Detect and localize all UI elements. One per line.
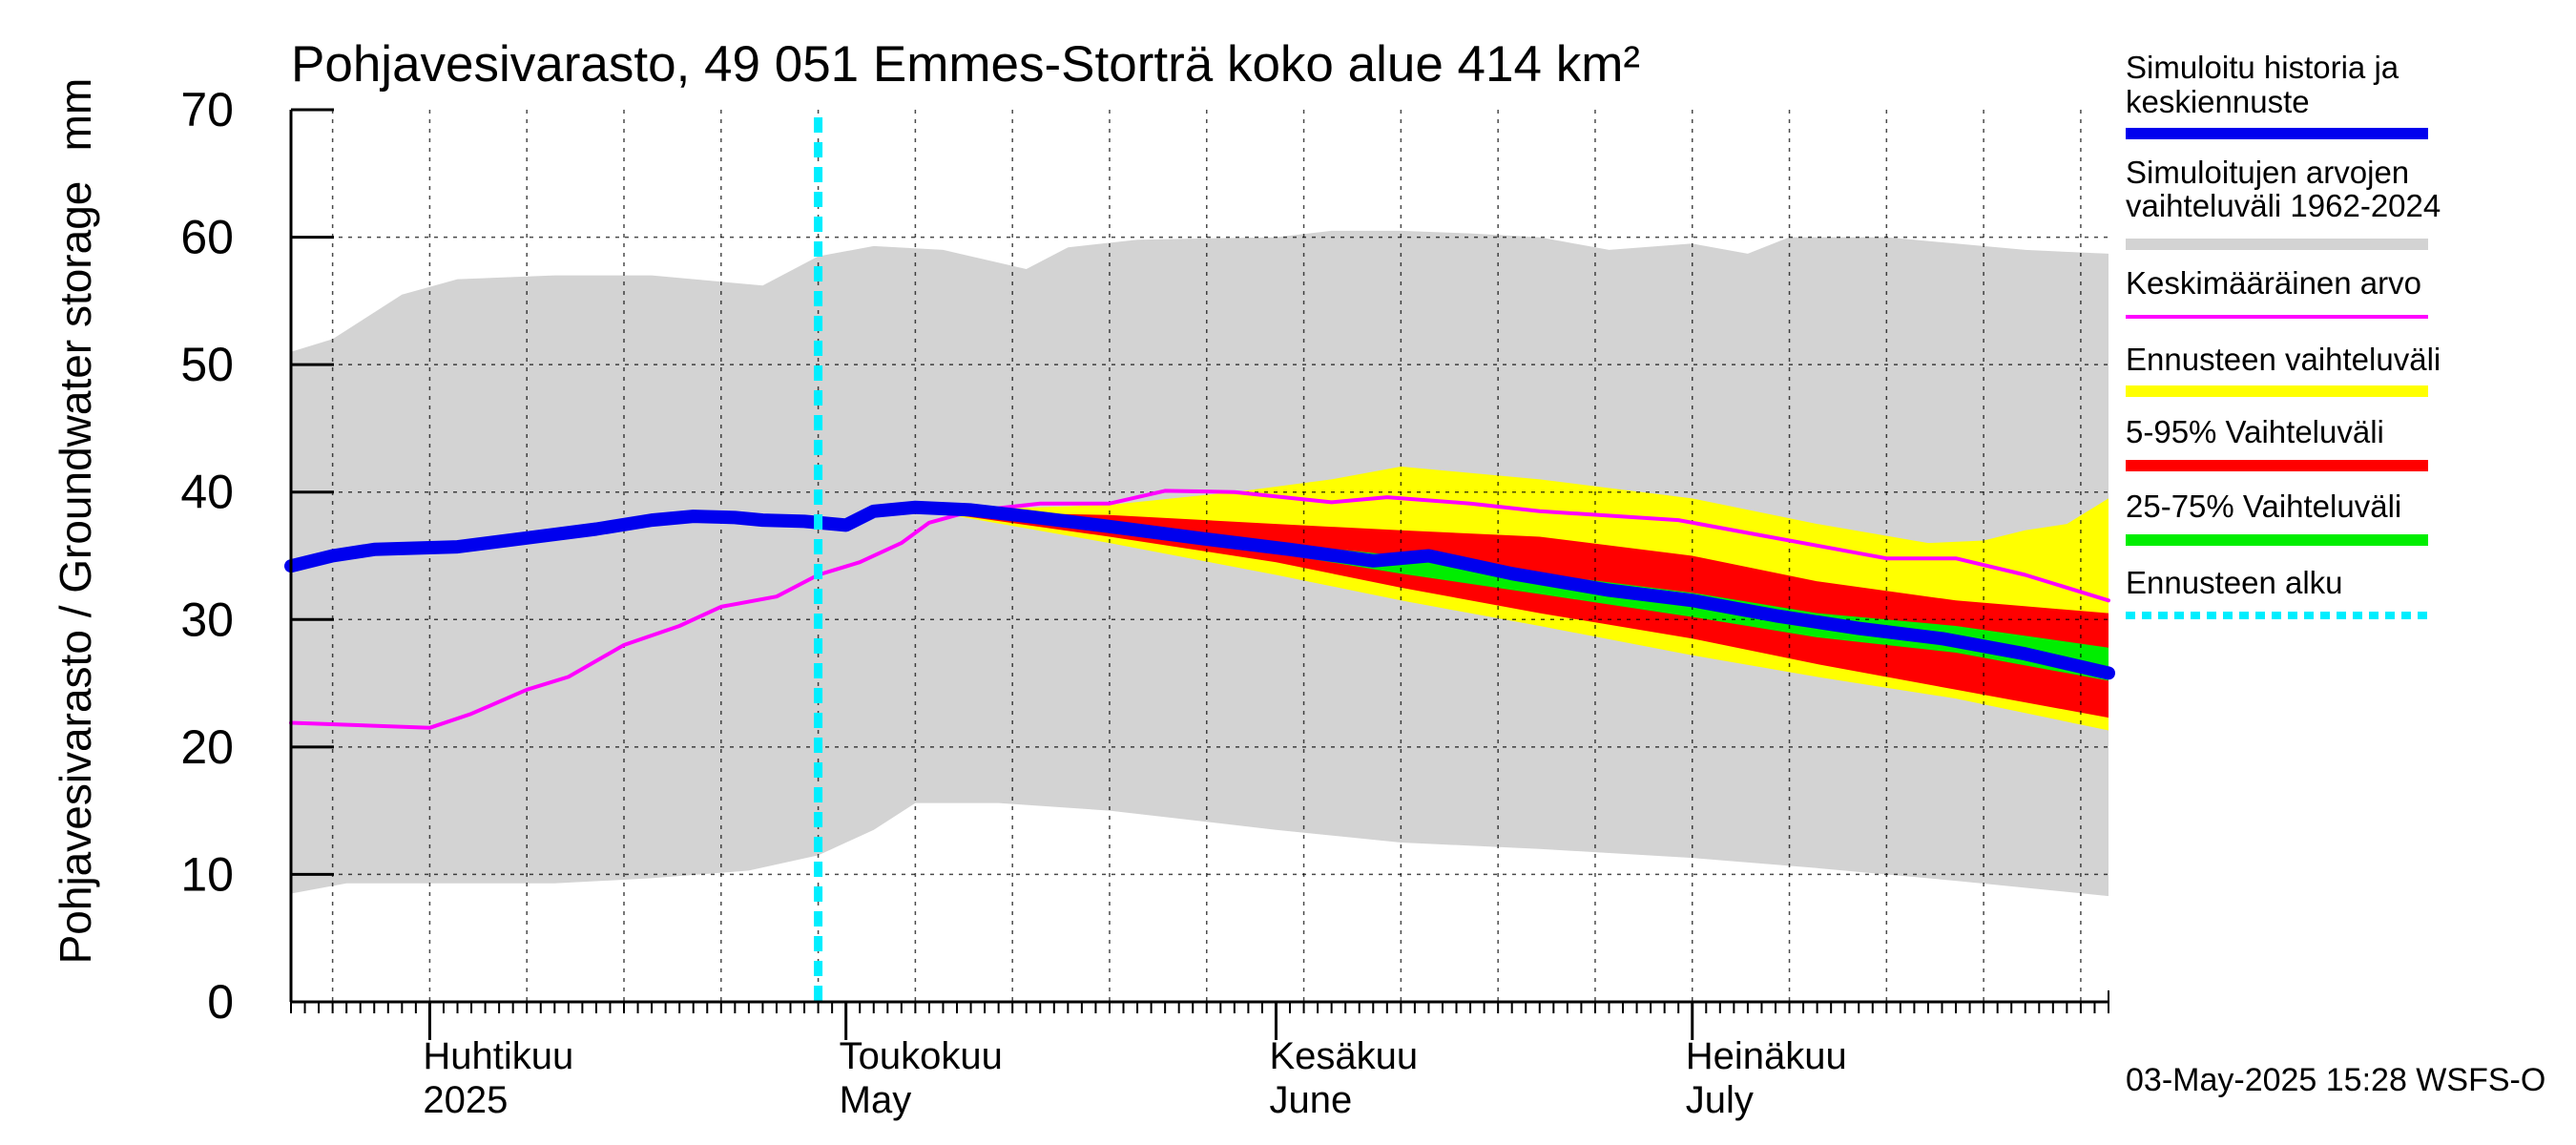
legend-label-p5_95: 5-95% Vaihteluväli	[2126, 414, 2384, 449]
y-unit-label: mm	[51, 78, 100, 152]
plot-area	[284, 110, 2115, 1002]
legend-label-range: vaihteluväli 1962-2024	[2126, 188, 2441, 223]
history-median-line	[284, 500, 2115, 680]
x-month-label: Toukokuu	[840, 1035, 1003, 1077]
x-month-sublabel: June	[1269, 1079, 1352, 1121]
y-axis-label: Pohjavesivarasto / Groundwater storage	[51, 181, 100, 965]
chart-title: Pohjavesivarasto, 49 051 Emmes-Storträ k…	[291, 36, 1640, 93]
p5-95-band	[928, 510, 2109, 718]
legend-label-history: Simuloitu historia ja	[2126, 50, 2399, 85]
legend-label-forecast_start: Ennusteen alku	[2126, 565, 2343, 600]
y-tick-label: 0	[207, 975, 234, 1029]
legend-label-mean: Keskimääräinen arvo	[2126, 265, 2421, 301]
y-tick-label: 30	[180, 593, 234, 646]
legend-label-p25_75: 25-75% Vaihteluväli	[2126, 489, 2401, 524]
range-band-1962-2024	[291, 230, 2109, 897]
x-month-label: Huhtikuu	[423, 1035, 573, 1077]
x-month-label: Kesäkuu	[1269, 1035, 1418, 1077]
y-tick-label: 70	[180, 83, 234, 136]
x-month-sublabel: July	[1686, 1079, 1754, 1121]
y-tick-label: 10	[180, 847, 234, 901]
legend-label-history: keskiennuste	[2126, 84, 2310, 119]
x-month-sublabel: May	[840, 1079, 912, 1121]
x-month-sublabel: 2025	[423, 1079, 508, 1121]
mean-line	[289, 489, 2110, 730]
x-month-label: Heinäkuu	[1686, 1035, 1847, 1077]
legend-label-forecast_range: Ennusteen vaihteluväli	[2126, 342, 2441, 377]
y-tick-label: 60	[180, 211, 234, 264]
y-tick-label: 20	[180, 720, 234, 774]
legend-label-range: Simuloitujen arvojen	[2126, 155, 2409, 190]
y-tick-label: 50	[180, 338, 234, 391]
timestamp-label: 03-May-2025 15:28 WSFS-O	[2126, 1062, 2545, 1098]
y-tick-label: 40	[180, 466, 234, 519]
